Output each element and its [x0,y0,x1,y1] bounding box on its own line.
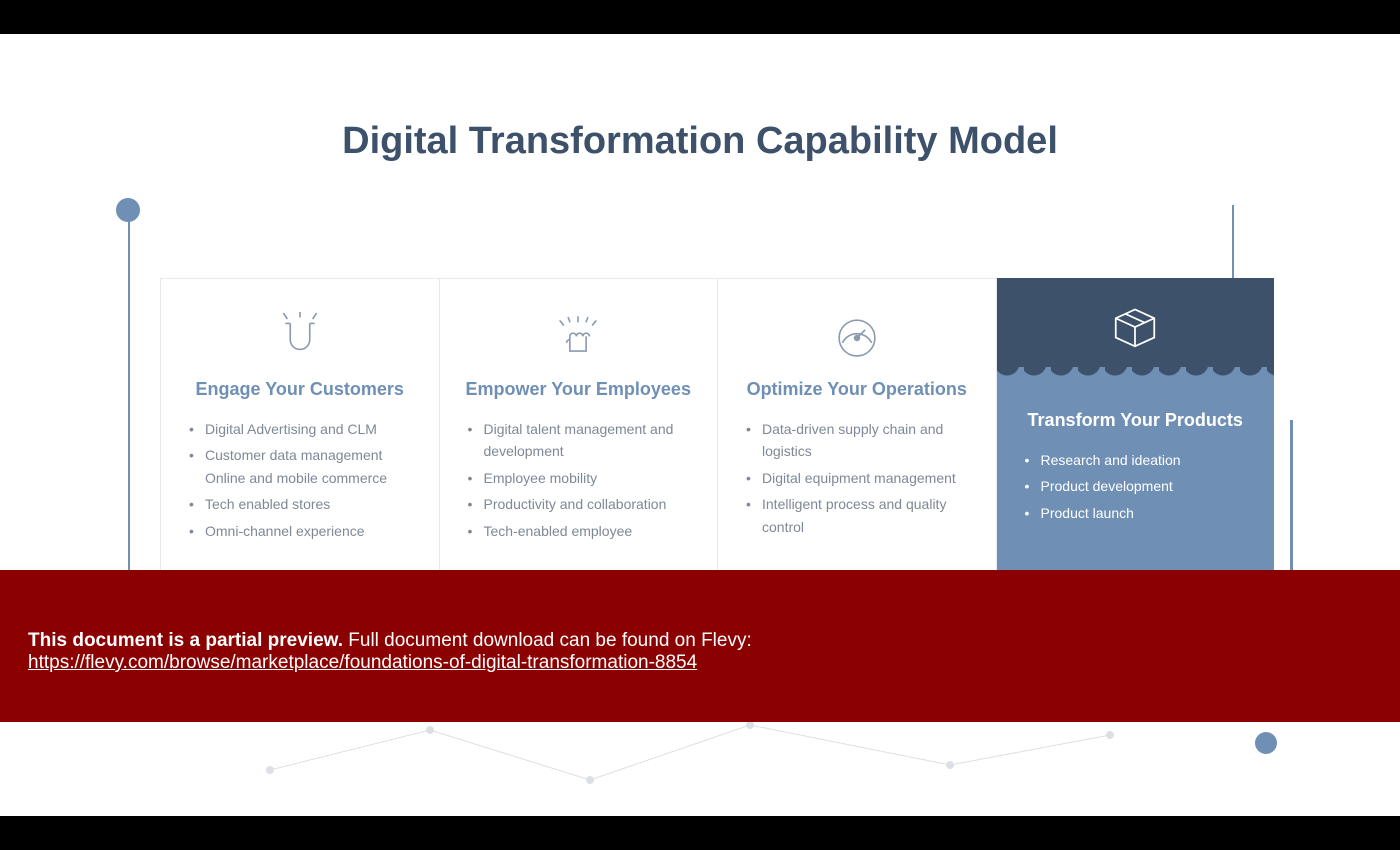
list-item: Tech-enabled employee [468,520,696,542]
magnet-icon [183,297,417,379]
list-item: Product launch [1025,502,1253,524]
decorative-line-far-right [1290,420,1293,570]
column-transform-products: Transform Your Products Research and ide… [997,278,1275,598]
preview-banner: This document is a partial preview. Full… [0,570,1400,722]
list-item: Product development [1025,475,1253,497]
top-black-bar [0,0,1400,34]
column-title: Engage Your Customers [183,379,417,400]
decorative-dot-left [116,198,140,222]
list-item: Digital equipment management [746,467,974,489]
column-items: Digital talent management and developmen… [462,418,696,542]
capability-columns: Engage Your Customers Digital Advertisin… [160,278,1274,598]
column-items: Data-driven supply chain and logistics D… [740,418,974,538]
box-icon [1107,299,1163,360]
list-item: Research and ideation [1025,449,1253,471]
banner-rest: Full document download can be found on F… [343,630,752,651]
gauge-icon [740,297,974,379]
list-item: Digital Advertising and CLM [189,418,417,440]
highlight-header [997,278,1275,380]
decorative-dot-bottom [1255,732,1277,754]
banner-link[interactable]: https://flevy.com/browse/marketplace/fou… [28,652,697,673]
banner-lead: This document is a partial preview. [28,630,343,651]
decorative-line-left [128,200,130,600]
column-items: Research and ideation Product developmen… [1019,449,1253,524]
bottom-black-bar [0,816,1400,850]
list-item: Productivity and collaboration [468,493,696,515]
column-title: Transform Your Products [1019,410,1253,431]
column-optimize-operations: Optimize Your Operations Data-driven sup… [718,278,997,598]
page-title: Digital Transformation Capability Model [0,120,1400,163]
fist-icon [462,297,696,379]
list-item: Omni-channel experience [189,520,417,542]
list-item: Tech enabled stores [189,493,417,515]
list-item: Intelligent process and quality control [746,493,974,538]
column-title: Empower Your Employees [462,379,696,400]
column-items: Digital Advertising and CLM Customer dat… [183,418,417,542]
column-title: Optimize Your Operations [740,379,974,400]
column-empower-employees: Empower Your Employees Digital talent ma… [440,278,719,598]
list-item: Data-driven supply chain and logistics [746,418,974,463]
list-item: Digital talent management and developmen… [468,418,696,463]
column-engage-customers: Engage Your Customers Digital Advertisin… [160,278,440,598]
background-mesh [250,710,1150,790]
list-item: Employee mobility [468,467,696,489]
list-item: Customer data management Online and mobi… [189,444,417,489]
